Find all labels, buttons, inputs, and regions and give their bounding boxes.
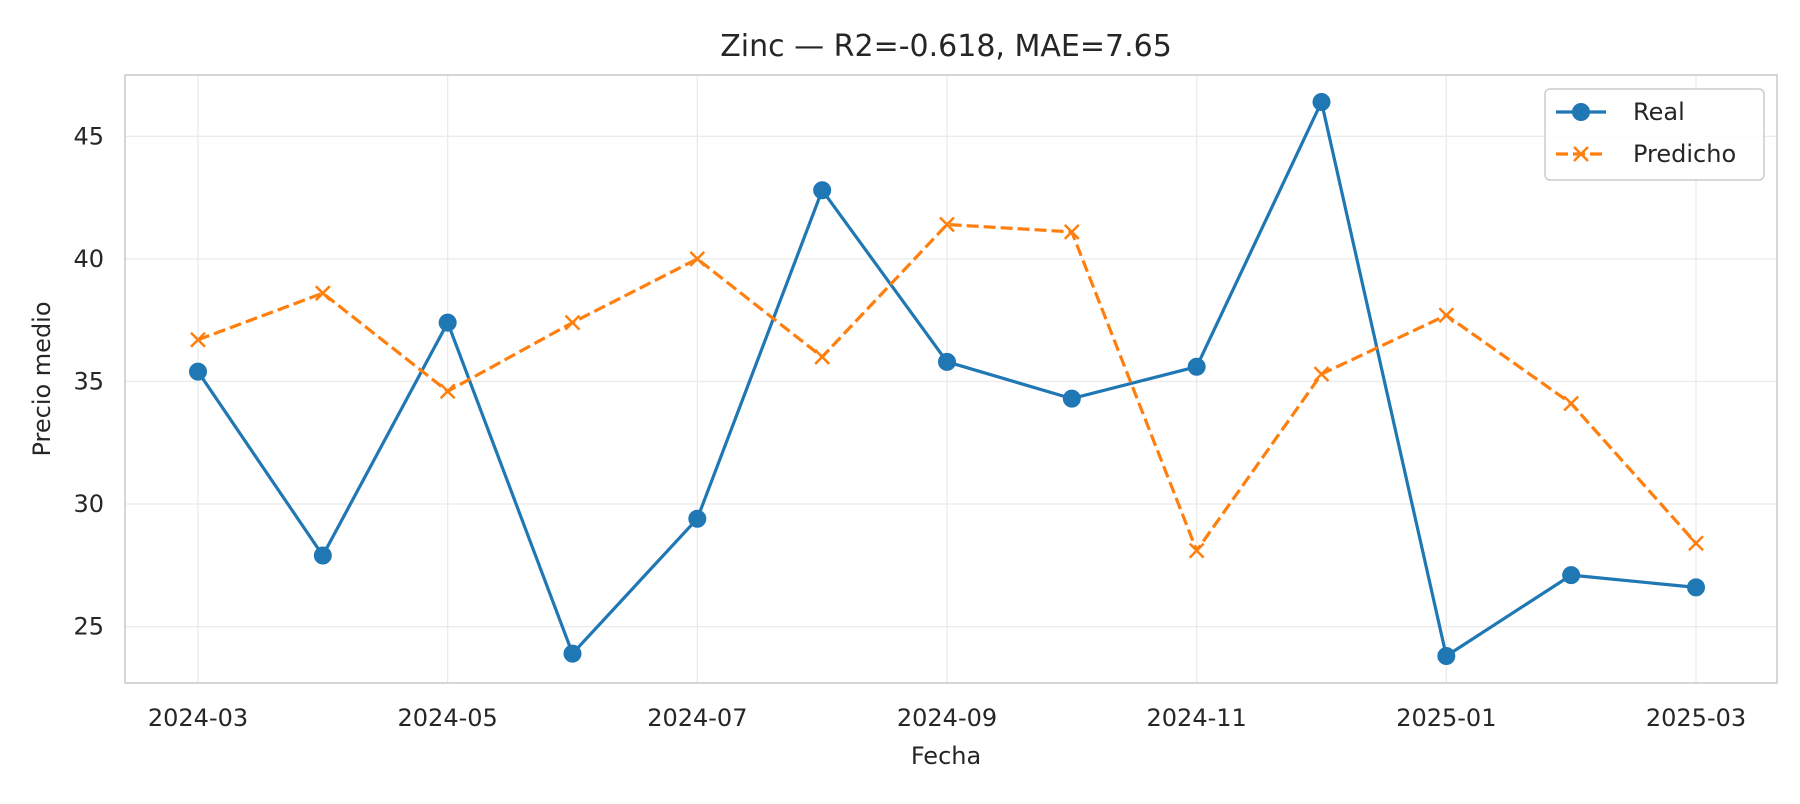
data-point-predicho — [564, 314, 581, 331]
legend-label: Real — [1633, 98, 1685, 126]
legend-marker — [1572, 103, 1590, 121]
tick-labels: 2024-03 2024-05 2024-07 2024-09 2024-11 2025-… — [73, 122, 1746, 732]
legend-item-real: Real — [1556, 98, 1685, 126]
data-point-real — [563, 644, 582, 663]
data-point-predicho — [1438, 307, 1455, 324]
plot-frame — [124, 74, 1778, 684]
y-tick-label: 45 — [73, 122, 104, 150]
y-axis-label: Precio medio — [28, 301, 56, 456]
data-point-real — [313, 546, 332, 565]
data-point-real — [1187, 357, 1206, 376]
series-real — [189, 92, 1705, 666]
x-tick-label: 2025-03 — [1646, 704, 1746, 732]
data-point-real — [1562, 566, 1581, 585]
y-tick-label: 40 — [73, 245, 104, 273]
data-point-real — [189, 362, 207, 381]
data-point-predicho — [689, 250, 706, 267]
legend-label: Predicho — [1633, 140, 1736, 168]
data-point-real — [438, 313, 457, 332]
grid — [125, 75, 1777, 683]
legend: Real Predicho — [1544, 88, 1765, 181]
data-point-predicho — [314, 285, 331, 302]
data-point-predicho — [814, 349, 831, 365]
y-tick-label: 35 — [73, 367, 104, 395]
x-tick-label: 2024-09 — [897, 704, 997, 732]
x-tick-label: 2024-07 — [647, 704, 747, 732]
x-tick-label: 2024-05 — [398, 704, 498, 732]
series-predicho — [190, 216, 1704, 559]
data-point-predicho — [1063, 224, 1080, 240]
data-point-real — [813, 181, 832, 200]
data-point-real — [1437, 647, 1456, 666]
x-tick-label: 2024-11 — [1147, 704, 1247, 732]
x-tick-label: 2025-01 — [1396, 704, 1496, 732]
data-point-predicho — [439, 383, 456, 400]
legend-item-predicho: Predicho — [1556, 140, 1736, 168]
data-point-predicho — [1313, 366, 1330, 382]
data-point-predicho — [1563, 395, 1580, 412]
data-point-predicho — [1188, 542, 1205, 559]
legend-marker — [1573, 146, 1589, 162]
y-tick-label: 25 — [73, 613, 104, 641]
x-axis-label: Fecha — [911, 742, 981, 770]
series-layer — [189, 92, 1705, 666]
data-point-real — [1062, 389, 1081, 408]
data-point-predicho — [1688, 535, 1704, 552]
data-point-predicho — [190, 331, 206, 348]
x-tick-label: 2024-03 — [148, 704, 248, 732]
data-point-predicho — [939, 216, 955, 233]
chart-title: Zinc — R2=-0.618, MAE=7.65 — [720, 29, 1172, 64]
data-point-real — [1687, 578, 1705, 597]
data-point-real — [1312, 92, 1331, 111]
data-point-real — [938, 352, 956, 371]
y-tick-label: 30 — [73, 490, 104, 518]
data-point-real — [688, 509, 707, 528]
